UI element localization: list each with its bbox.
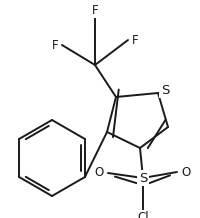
Text: S: S — [160, 83, 168, 97]
Text: F: F — [131, 34, 138, 46]
Text: Cl: Cl — [137, 211, 148, 218]
Text: O: O — [180, 165, 190, 179]
Text: F: F — [51, 39, 58, 51]
Text: O: O — [94, 167, 103, 179]
Text: F: F — [91, 3, 98, 17]
Text: S: S — [138, 172, 146, 184]
